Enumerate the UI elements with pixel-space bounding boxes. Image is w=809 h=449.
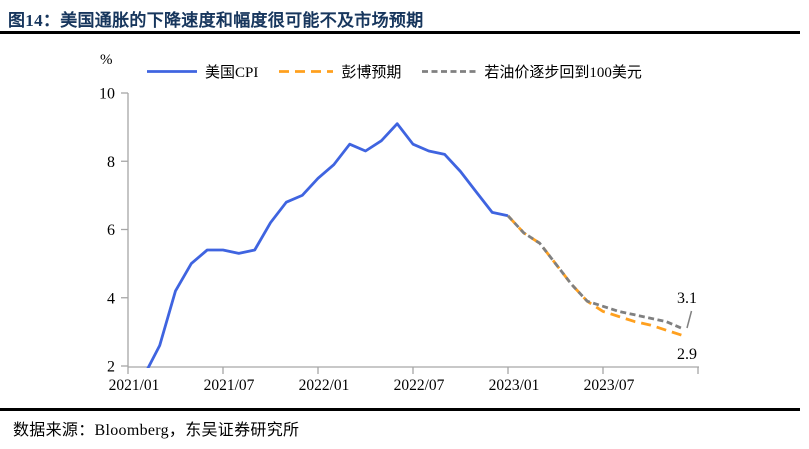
x-axis-tick-label: 2021/07 bbox=[204, 377, 255, 394]
legend-item-us-cpi[interactable]: 美国CPI bbox=[146, 61, 258, 82]
legend-line-oil-scenario-icon bbox=[422, 70, 477, 73]
y-axis-tick-label: 10 bbox=[99, 86, 115, 103]
figure-header: 图14：美国通胀的下降速度和幅度很可能不及市场预期 bbox=[8, 5, 424, 31]
legend-item-bloomberg-forecast[interactable]: 彭博预期 bbox=[278, 61, 401, 82]
legend-line-us-cpi-icon bbox=[147, 70, 197, 73]
figure-title: 图14：美国通胀的下降速度和幅度很可能不及市场预期 bbox=[8, 10, 424, 30]
y-axis-tick-label: 8 bbox=[107, 154, 115, 171]
source-divider bbox=[0, 408, 800, 411]
annotation-bloomberg-end-value: 2.9 bbox=[677, 346, 697, 363]
legend-item-oil-scenario[interactable]: 若油价逐步回到100美元 bbox=[421, 61, 642, 82]
legend-label-bloomberg-forecast: 彭博预期 bbox=[341, 65, 402, 81]
annotation-leader-line bbox=[686, 310, 693, 329]
legend-label-oil-scenario: 若油价逐步回到100美元 bbox=[484, 65, 642, 81]
annotation-oil-scenario-end-value: 3.1 bbox=[677, 290, 697, 307]
x-axis-tick-label: 2023/07 bbox=[584, 377, 635, 394]
y-axis-tick-label: 2 bbox=[107, 359, 115, 376]
legend-label-us-cpi: 美国CPI bbox=[205, 65, 259, 81]
y-axis-tick-label: 4 bbox=[107, 290, 115, 307]
x-axis-tick-label: 2022/07 bbox=[394, 377, 445, 394]
series-bloomberg-forecast-line bbox=[506, 214, 683, 337]
x-axis-tick-label: 2023/01 bbox=[489, 377, 540, 394]
series-us-cpi-line bbox=[146, 122, 509, 368]
x-axis-tick-label: 2022/01 bbox=[299, 377, 350, 394]
legend-line-bloomberg-icon bbox=[279, 70, 334, 73]
chart-legend: 美国CPI 彭博预期 若油价逐步回到100美元 bbox=[146, 61, 662, 82]
series-oil-scenario-line bbox=[506, 214, 683, 330]
y-axis-unit-label: % bbox=[100, 52, 113, 68]
y-axis-tick-label: 6 bbox=[107, 222, 115, 239]
x-axis-tick-label: 2021/01 bbox=[109, 377, 160, 394]
title-divider bbox=[0, 31, 800, 34]
source-note: 数据来源：Bloomberg，东吴证券研究所 bbox=[13, 422, 300, 439]
